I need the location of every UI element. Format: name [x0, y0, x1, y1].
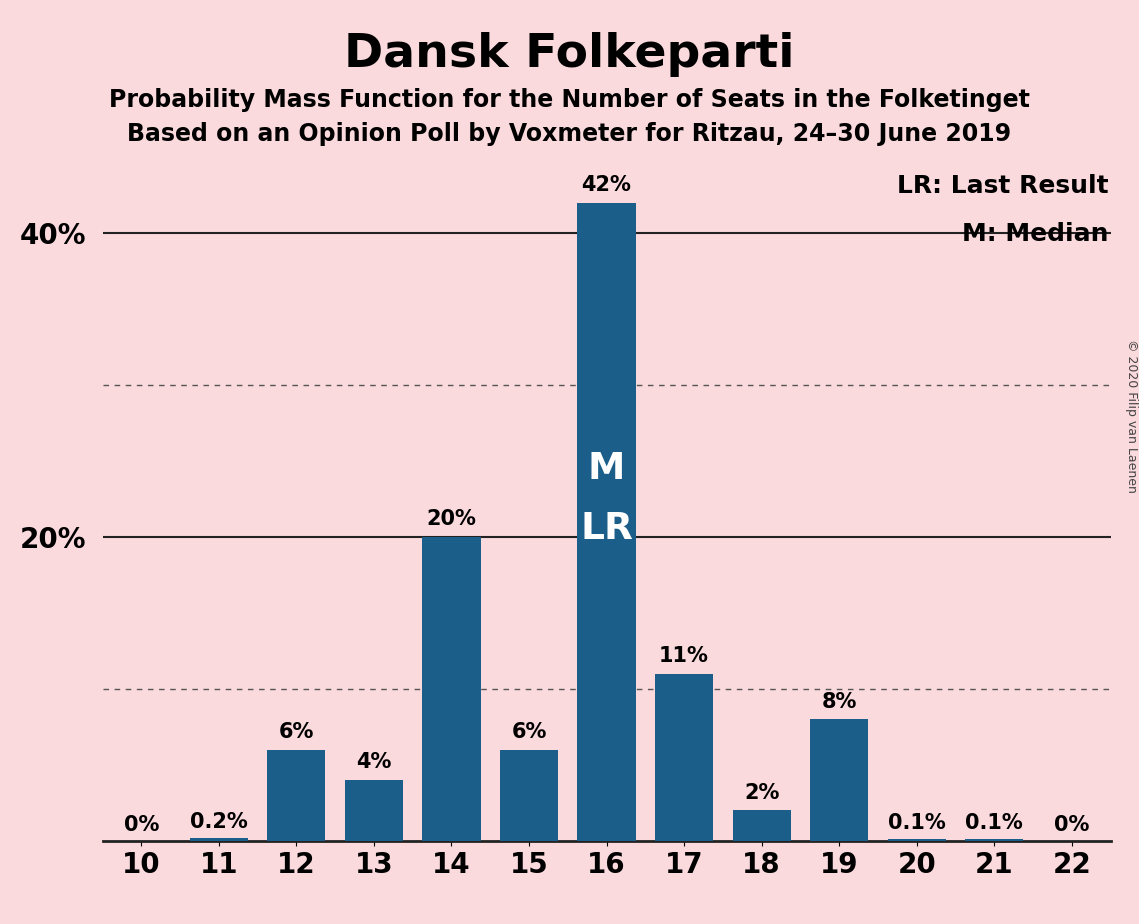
Bar: [887, 839, 945, 841]
Bar: [655, 674, 713, 841]
Text: LR: LR: [580, 511, 633, 547]
Bar: [268, 749, 326, 841]
Text: Probability Mass Function for the Number of Seats in the Folketinget: Probability Mass Function for the Number…: [109, 88, 1030, 112]
Bar: [965, 839, 1023, 841]
Text: 4%: 4%: [357, 752, 392, 772]
Text: 0.2%: 0.2%: [190, 811, 247, 832]
Bar: [423, 537, 481, 841]
Text: 0%: 0%: [1054, 815, 1089, 834]
Text: 0.1%: 0.1%: [966, 813, 1023, 833]
Text: Based on an Opinion Poll by Voxmeter for Ritzau, 24–30 June 2019: Based on an Opinion Poll by Voxmeter for…: [128, 122, 1011, 146]
Text: 20%: 20%: [426, 509, 476, 529]
Text: 8%: 8%: [821, 692, 857, 711]
Text: 0.1%: 0.1%: [887, 813, 945, 833]
Text: 6%: 6%: [511, 722, 547, 742]
Bar: [810, 719, 868, 841]
Bar: [345, 780, 403, 841]
Text: 0%: 0%: [124, 815, 159, 834]
Text: 2%: 2%: [744, 783, 779, 803]
Text: 6%: 6%: [279, 722, 314, 742]
Text: 11%: 11%: [659, 646, 708, 666]
Bar: [732, 810, 790, 841]
Text: M: M: [588, 451, 625, 487]
Text: LR: Last Result: LR: Last Result: [896, 175, 1108, 198]
Text: M: Median: M: Median: [962, 222, 1108, 246]
Bar: [190, 838, 248, 841]
Text: Dansk Folkeparti: Dansk Folkeparti: [344, 32, 795, 78]
Bar: [500, 749, 558, 841]
Text: 42%: 42%: [582, 175, 631, 195]
Bar: [577, 202, 636, 841]
Text: © 2020 Filip van Laenen: © 2020 Filip van Laenen: [1124, 339, 1138, 492]
